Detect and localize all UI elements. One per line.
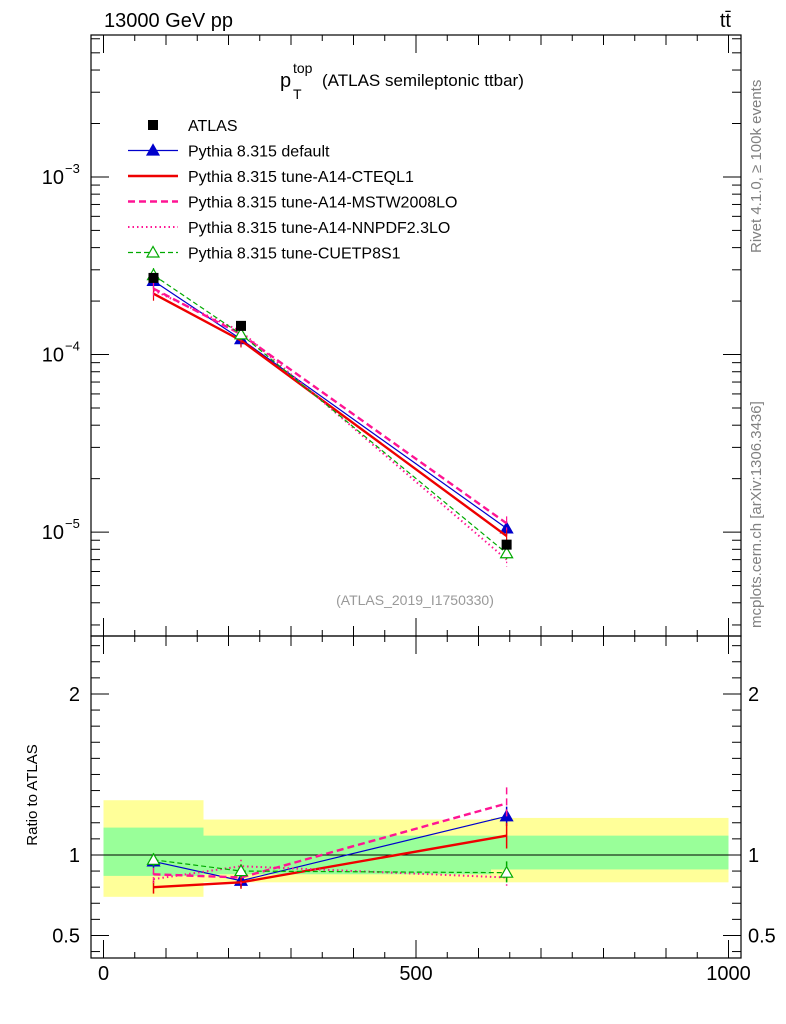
legend-marker-1: [145, 143, 161, 156]
analysis-id-label: (ATLAS_2019_I1750330): [336, 592, 494, 608]
legend-label-2: Pythia 8.315 tune-A14-CTEQL1: [188, 169, 414, 186]
legend-label-4: Pythia 8.315 tune-A14-NNPDF2.3LO: [188, 220, 450, 237]
data-point-0: [148, 272, 159, 283]
main-series-1: [152, 286, 508, 544]
main-marker-4-1: [233, 327, 249, 340]
legend-entry-3: Pythia 8.315 tune-A14-MSTW2008LO: [128, 195, 457, 212]
ratio-marker-4-1: [233, 863, 249, 877]
y-tick-label-exp-0: −3: [65, 161, 80, 176]
legend: ATLAS Pythia 8.315 default Pythia 8.315 tu…: [128, 118, 457, 263]
ratio-marker-4-0: [146, 852, 161, 865]
legend-entry-2: Pythia 8.315 tune-A14-CTEQL1: [128, 169, 414, 186]
title-description: (ATLAS semileptonic ttbar): [322, 71, 524, 90]
legend-marker-5: [145, 245, 161, 258]
header-right-label: tt̄: [720, 10, 732, 32]
legend-entry-4: Pythia 8.315 tune-A14-NNPDF2.3LO: [128, 220, 450, 237]
title-subscript: T: [293, 86, 302, 102]
main-series-3: [152, 283, 508, 567]
legend-entry-1: Pythia 8.315 default: [128, 143, 330, 161]
title-main: p: [280, 70, 291, 92]
ratio-series-4: [146, 852, 514, 884]
main-line-3: [153, 289, 508, 561]
legend-entry-0: ATLAS: [148, 118, 238, 135]
y-tick-label-base-1: 10: [42, 345, 64, 367]
title-superscript: top: [293, 60, 313, 76]
legend-label-5: Pythia 8.315 tune-CUETP8S1: [188, 246, 401, 263]
x-tick-label-500: 500: [399, 963, 432, 985]
ratio-marker-4-2: [499, 865, 514, 878]
y-tick-label-exp-2: −5: [65, 516, 80, 531]
ratio-tick-label-left-2: 2: [69, 684, 80, 706]
ratio-ylabel: Ratio to ATLAS: [24, 744, 41, 845]
legend-label-0: ATLAS: [188, 118, 238, 135]
main-panel: 10−310−410−5: [42, 34, 742, 637]
y-tick-label-base-0: 10: [42, 167, 64, 189]
rivet-version-label: Rivet 4.1.0, ≥ 100k events: [748, 80, 765, 253]
ratio-series-3: [152, 859, 508, 889]
legend-entry-5: Pythia 8.315 tune-CUETP8S1: [128, 245, 401, 263]
main-marker-4-2: [499, 546, 514, 559]
ratio-tick-label-right-1: 1: [748, 845, 759, 867]
data-point-2: [501, 539, 512, 550]
x-tick-label-0: 0: [98, 963, 109, 985]
data-point-1: [236, 320, 246, 331]
ratio-tick-label-right-2: 2: [748, 684, 759, 706]
ratio-tick-label-left-0.5: 0.5: [52, 925, 80, 947]
main-series-4: [146, 267, 514, 561]
ratio-tick-label-left-1: 1: [69, 845, 80, 867]
y-tick-label-exp-1: −4: [65, 339, 80, 354]
y-tick-label-base-2: 10: [42, 522, 64, 544]
ratio-tick-label-right-0.5: 0.5: [748, 925, 776, 947]
legend-label-3: Pythia 8.315 tune-A14-MSTW2008LO: [188, 195, 457, 212]
header-left-label: 13000 GeV pp: [104, 10, 233, 32]
x-tick-label-1000: 1000: [706, 963, 751, 985]
legend-symbol-0: [148, 120, 158, 130]
plot-title: p top T (ATLAS semileptonic ttbar): [280, 60, 524, 102]
ratio-frame: [90, 635, 742, 959]
ratio-panel: 0.5 0.5 1 1 2 2: [52, 635, 776, 959]
legend-label-1: Pythia 8.315 default: [188, 144, 330, 161]
uncertainty-band-inner-2: [491, 835, 729, 870]
source-url-label: mcplots.cern.ch [arXiv:1306.3436]: [748, 401, 765, 628]
ratio-line-3: [153, 865, 507, 881]
main-line-1: [152, 292, 508, 538]
